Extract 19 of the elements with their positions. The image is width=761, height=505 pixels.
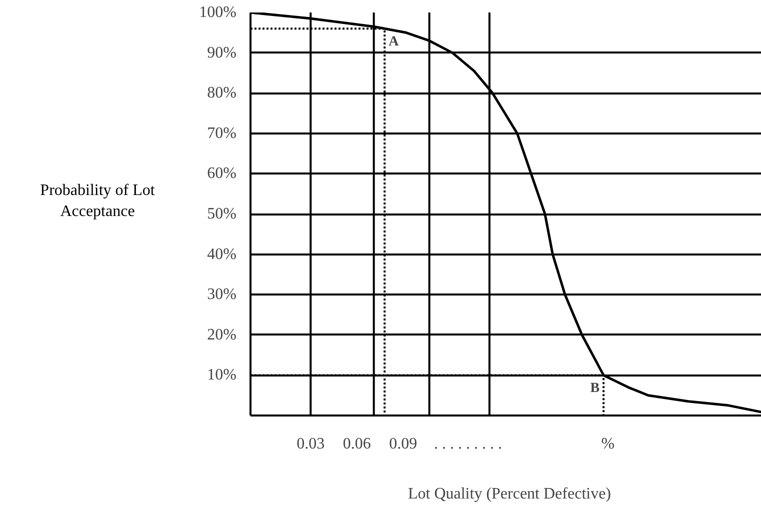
y-tick-label: 80% (207, 84, 236, 102)
y-tick-label: 70% (207, 124, 236, 142)
y-tick-label: 20% (207, 326, 236, 344)
x-tick-label: 0.03 (296, 436, 325, 452)
annotation: A (388, 34, 400, 50)
x-tick-label: 0.09 (389, 436, 418, 452)
annotation: B (590, 381, 600, 396)
y-tick-label: 30% (207, 286, 236, 304)
y-tick-label: 40% (207, 246, 236, 263)
y-tick-label: 100% (199, 4, 236, 21)
x-axis-title: Lot Quality (Percent Defective) (408, 486, 612, 502)
x-tick-label: 0.06 (342, 436, 371, 452)
y-axis-title: Probability of Lot Acceptance (39, 181, 156, 222)
y-tick-label: 90% (207, 44, 236, 62)
y-tick-label: 10% (207, 366, 236, 384)
text: % (601, 436, 615, 452)
text: . . . . . . . . . (434, 436, 502, 452)
y-tick-label: 60% (207, 165, 236, 182)
y-tick-label: 50% (207, 206, 236, 222)
